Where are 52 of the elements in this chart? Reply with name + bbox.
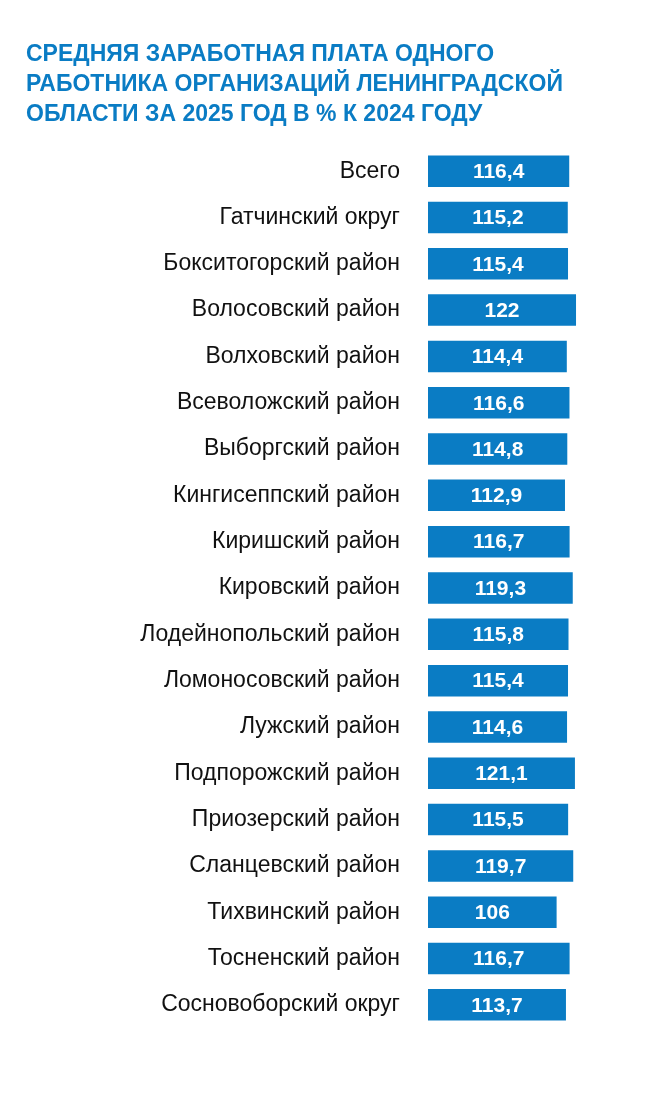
y-tick-label: Ломоносовский район [163, 665, 400, 692]
bar [428, 711, 568, 743]
y-tick-label: Всего [339, 156, 400, 183]
data-label: 116,4 [472, 158, 525, 182]
data-label: 116,7 [473, 946, 525, 970]
y-tick-label: Волосовский район [191, 295, 400, 322]
data-label: 119,3 [474, 575, 527, 599]
data-label: 116,7 [473, 529, 525, 553]
data-label: 119,7 [474, 853, 527, 877]
data-label: 115,5 [472, 807, 525, 831]
bar [428, 572, 573, 604]
y-tick-label: Подпорожский район [174, 758, 400, 785]
data-label: 114,8 [471, 436, 524, 460]
y-tick-label: Лодейнопольский район [140, 619, 400, 646]
y-tick-label: Приозерский район [191, 804, 400, 831]
bar [428, 525, 570, 558]
data-label: 115,8 [472, 622, 525, 646]
y-tick-label: Кировский район [218, 573, 400, 600]
data-label: 122 [484, 297, 520, 321]
y-tick-label: Выборгский район [203, 434, 400, 461]
data-label: 106 [474, 900, 510, 924]
y-tick-label: Бокситогорский район [163, 249, 400, 276]
y-tick-label: Сосновоборский округ [161, 990, 400, 1017]
data-label: 121,1 [475, 761, 529, 785]
y-tick-label: Лужский район [239, 712, 400, 739]
y-tick-label: Сланцевский район [189, 851, 400, 878]
bar [428, 433, 568, 465]
data-label: 114,6 [471, 714, 524, 738]
bar [428, 294, 577, 326]
y-tick-label: Тихвинский район [207, 897, 400, 924]
chart-title: СРЕДНЯЯ ЗАРАБОТНАЯ ПЛАТА ОДНОГО РАБОТНИКА ОРГАНИЗАЦИЙ ЛЕНИНГРАДСКОЙ ОБЛАСТИ ЗА 2025 ГОД В % К 2024 ГОДУ [25, 39, 564, 128]
y-tick-label: Всеволожский район [176, 388, 400, 415]
bar [428, 942, 570, 975]
data-label: 113,7 [471, 992, 523, 1016]
data-label: 116,6 [473, 390, 525, 414]
bar [428, 155, 570, 187]
y-tick-label: Кингисеппский район [173, 480, 400, 507]
data-label: 115,2 [472, 205, 524, 229]
data-label: 114,4 [471, 344, 524, 368]
data-label: 112,9 [470, 483, 523, 507]
y-tick-label: Киришский район [212, 527, 400, 554]
bar [428, 989, 566, 1021]
bar [428, 757, 575, 790]
bar [428, 896, 557, 928]
y-tick-label: Гатчинский округ [219, 202, 400, 229]
bar [428, 850, 574, 882]
bar [428, 340, 567, 373]
bar [428, 248, 569, 280]
data-label: 115,4 [472, 251, 525, 275]
y-tick-label: Волховский район [205, 341, 400, 368]
y-tick-label: Тосненский район [207, 943, 400, 970]
data-label: 115,4 [472, 668, 525, 692]
